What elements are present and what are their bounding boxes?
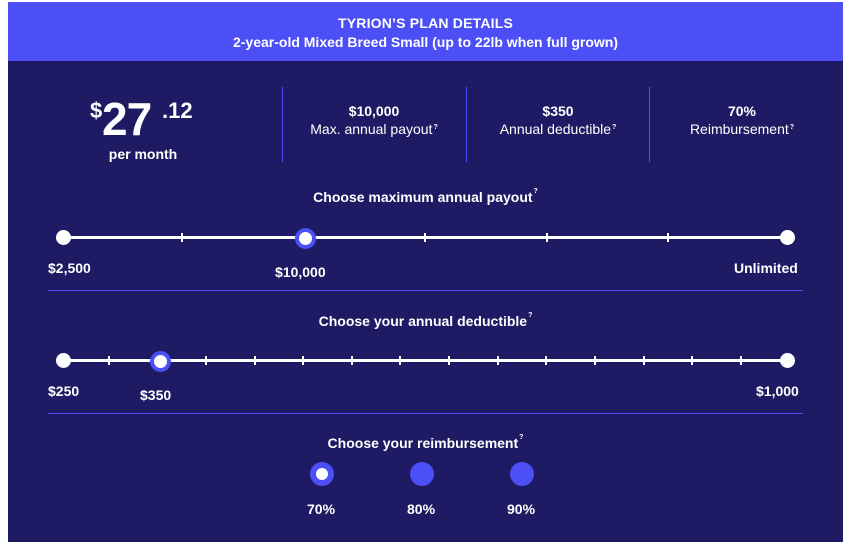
stat-divider (282, 87, 283, 162)
deductible-slider-tick[interactable] (399, 356, 401, 365)
payout-slider-tick[interactable] (181, 233, 183, 242)
payout-slider-track[interactable] (64, 236, 788, 239)
deductible-slider-tick[interactable] (205, 356, 207, 365)
stat-value: $350 (542, 103, 574, 119)
stat-divider (466, 87, 467, 162)
help-icon[interactable]: ? (612, 124, 617, 131)
help-icon[interactable]: ? (789, 124, 795, 131)
payout-slider-min-stop[interactable] (56, 230, 71, 245)
help-icon[interactable]: ? (528, 312, 533, 319)
stat-divider (649, 87, 650, 162)
stat-reimbursement: 70% Reimbursement? (652, 102, 832, 138)
stat-deductible: $350 Annual deductible? (468, 102, 648, 138)
reimbursement-option-80[interactable] (410, 462, 434, 486)
stat-max-payout: $10,000 Max. annual payout? (284, 102, 464, 138)
help-icon[interactable]: ? (433, 124, 438, 131)
section-divider (48, 290, 803, 291)
deductible-slider-tick[interactable] (691, 356, 693, 365)
help-icon[interactable]: ? (519, 434, 524, 441)
reimbursement-option-label: 70% (307, 501, 336, 517)
section-divider (48, 413, 803, 414)
deductible-slider-tick[interactable] (351, 356, 353, 365)
payout-selected-label: $10,000 (275, 264, 326, 280)
reimbursement-option-70[interactable] (310, 462, 334, 486)
payout-max-label: Unlimited (734, 260, 798, 276)
reimbursement-option-90[interactable] (510, 462, 534, 486)
deductible-slider-tick[interactable] (643, 356, 645, 365)
deductible-slider-tick[interactable] (497, 356, 499, 365)
payout-min-label: $2,500 (48, 260, 91, 276)
deductible-slider-tick[interactable] (448, 356, 450, 365)
payout-section-title: Choose maximum annual payout? (313, 188, 538, 205)
deductible-slider-tick[interactable] (594, 356, 596, 365)
deductible-slider-tick[interactable] (108, 356, 110, 365)
deductible-slider-tick[interactable] (302, 356, 304, 365)
price-amount: 27 (102, 93, 152, 145)
stat-label: Max. annual payout? (310, 121, 438, 137)
deductible-min-label: $250 (48, 383, 80, 399)
plan-details-card: TYRION’S PLAN DETAILS 2-year-old Mixed B… (8, 2, 843, 542)
deductible-max-label: $1,000 (756, 383, 799, 399)
payout-slider-max-stop[interactable] (780, 230, 795, 245)
deductible-slider-thumb[interactable] (149, 351, 171, 372)
plan-subtitle: 2-year-old Mixed Breed Small (up to 22lb… (232, 34, 619, 50)
deductible-slider-tick[interactable] (545, 356, 547, 365)
deductible-section-title: Choose your annual deductible? (318, 312, 533, 329)
plan-title: TYRION’S PLAN DETAILS (337, 15, 514, 31)
payout-slider-tick[interactable] (546, 233, 548, 242)
plan-header: TYRION’S PLAN DETAILS 2-year-old Mixed B… (8, 2, 843, 61)
deductible-slider-track[interactable] (64, 359, 788, 362)
payout-slider-thumb[interactable] (294, 228, 316, 249)
price-period: per month (108, 146, 178, 162)
reimbursement-section-title: Choose your reimbursement? (327, 434, 524, 451)
deductible-slider-min-stop[interactable] (56, 353, 71, 368)
price-cents: .12 (162, 98, 193, 123)
price-currency: $ (90, 98, 103, 123)
payout-slider-tick[interactable] (667, 233, 669, 242)
deductible-slider-tick[interactable] (740, 356, 742, 365)
deductible-slider-max-stop[interactable] (780, 353, 795, 368)
stat-value: $10,000 (348, 103, 400, 119)
deductible-selected-label: $350 (140, 387, 172, 403)
payout-slider-tick[interactable] (424, 233, 426, 242)
stat-label: Annual deductible? (499, 121, 617, 137)
stat-label: Reimbursement? (689, 121, 795, 137)
stat-value: 70% (727, 103, 757, 119)
help-icon[interactable]: ? (533, 188, 538, 195)
deductible-slider-tick[interactable] (254, 356, 256, 365)
reimbursement-option-label: 90% (507, 501, 536, 517)
reimbursement-option-label: 80% (407, 501, 436, 517)
